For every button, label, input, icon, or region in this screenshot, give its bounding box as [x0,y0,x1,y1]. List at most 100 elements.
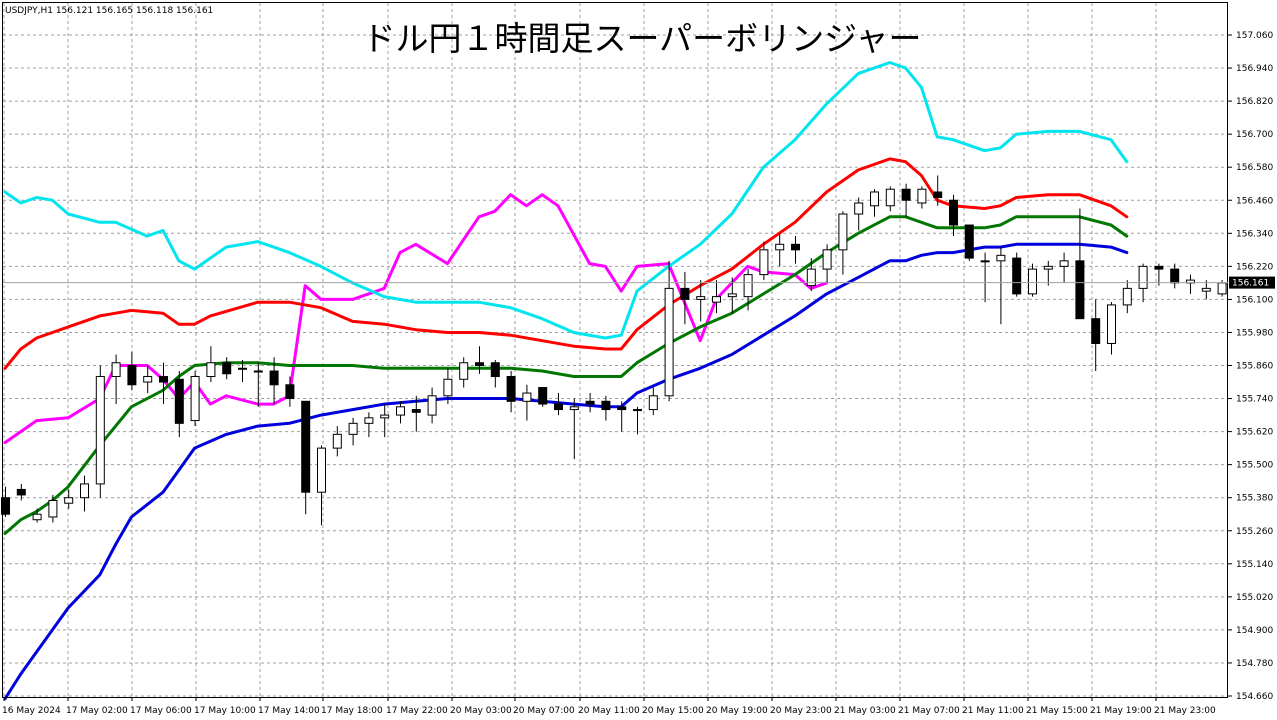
candle-body [569,406,579,411]
candle-body [727,293,737,298]
series-line [3,193,829,445]
candle-body [80,483,89,499]
candle [964,224,974,261]
x-tick-label: 17 May 14:00 [258,706,320,716]
y-tick-label: 155.380 [1236,494,1273,504]
y-tick-label: 155.500 [1236,461,1273,471]
candle [791,236,800,264]
candle-body [949,199,958,226]
candle [538,387,548,407]
candle [48,494,58,523]
candle-body [238,367,247,370]
candle [1028,263,1037,297]
candle [269,357,279,405]
candle-body [332,433,342,449]
x-tick-label: 20 May 11:00 [578,706,640,716]
y-tick-label: 156.940 [1236,64,1273,74]
candle [585,393,595,413]
current-price-box [1229,276,1275,289]
candle-body [680,287,690,300]
y-tick-label: 154.900 [1236,626,1273,636]
candle-body [648,395,658,411]
candle [1043,260,1053,286]
x-tick-label: 21 May 15:00 [1026,706,1088,716]
candle-body [380,414,390,419]
y-tick-label: 156.220 [1236,262,1273,272]
candle [222,357,232,380]
x-tick-label: 21 May 11:00 [962,706,1024,716]
candle-body [806,268,816,287]
candle [854,197,864,231]
candle-body [712,296,721,303]
candle-body [1154,265,1164,270]
candle [554,393,563,416]
y-tick-label: 156.340 [1236,229,1273,239]
candle-body [522,392,532,402]
x-tick-label: 21 May 19:00 [1090,706,1152,716]
candle [1107,302,1116,355]
candle [917,186,927,209]
candle-body [1012,257,1022,295]
candle-body [1217,282,1227,295]
candle-body [554,403,563,411]
candle [427,387,437,424]
candle-body [459,362,469,380]
candle [822,244,832,283]
candle-body [190,376,200,422]
x-tick-label: 20 May 19:00 [706,706,768,716]
candle-body [1,497,10,515]
candle [332,426,342,457]
candle [838,211,848,275]
candle-body [870,191,879,207]
symbol-line: USDJPY,H1 156.121 156.165 156.118 156.16… [5,6,213,16]
candle-body [1059,260,1069,267]
x-tick-label: 17 May 02:00 [66,706,128,716]
x-tick-label: 20 May 23:00 [770,706,832,716]
candle [901,183,911,217]
candle-body [285,384,295,400]
candle [522,384,532,421]
candle-body [1201,287,1211,292]
candle [775,233,785,267]
candle [569,398,579,460]
candle [949,194,958,237]
candle-body [759,249,769,276]
candle [1075,208,1085,320]
candle-body [364,417,374,424]
candle [490,359,500,388]
candle [143,365,153,394]
candle [174,371,184,438]
candle [348,417,358,446]
candle-body [174,378,184,424]
candle [1,486,10,517]
y-tick-label: 154.780 [1236,659,1273,669]
candle-body [838,213,848,251]
price-axis: 157.060 156.940 156.820 156.700 156.580 156.4… [1228,31,1273,702]
candle [1201,280,1211,300]
candle [95,365,105,498]
candle [759,241,769,281]
candle [475,346,484,374]
x-tick-label: 21 May 23:00 [1154,706,1216,716]
candle [680,271,690,325]
candle [1154,263,1164,286]
candle [743,269,753,311]
candle-body [696,296,706,300]
y-tick-label: 156.700 [1236,130,1273,140]
candle-body [1028,268,1037,295]
candle-body [917,188,927,204]
candle [633,406,642,435]
y-tick-label: 156.100 [1236,295,1273,305]
candle [206,346,216,383]
candle-body [475,362,484,366]
candle [870,189,879,217]
candle-body [1122,287,1132,306]
candle-body [1043,265,1053,270]
x-tick-label: 21 May 03:00 [834,706,896,716]
candle-body [996,254,1006,262]
candle [285,376,295,407]
candle-body [1091,318,1101,344]
candle-body [111,362,121,378]
candle-body [617,406,627,411]
